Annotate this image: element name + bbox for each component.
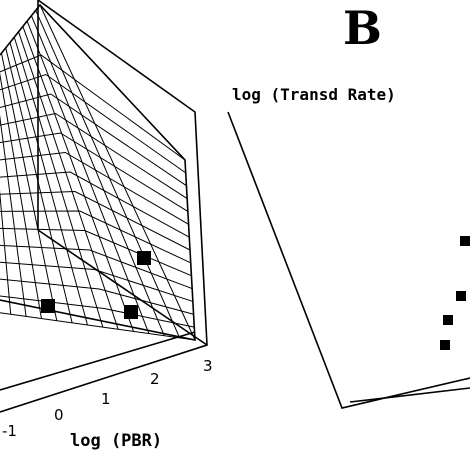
mesh-line bbox=[0, 132, 189, 212]
mesh-line bbox=[18, 31, 119, 330]
mesh-line bbox=[0, 244, 193, 290]
data-point bbox=[443, 315, 453, 325]
data-point bbox=[137, 251, 151, 265]
mesh-line bbox=[0, 114, 27, 317]
mesh-line bbox=[0, 210, 191, 264]
mesh-line bbox=[0, 295, 195, 328]
mesh-line bbox=[39, 4, 196, 341]
mesh-line bbox=[0, 190, 191, 251]
mesh-line bbox=[0, 54, 186, 161]
x-axis-label: log (PBR) bbox=[70, 431, 162, 451]
tick-label: 0 bbox=[54, 406, 64, 424]
panel-letter: B bbox=[343, 1, 382, 55]
box-back-edge bbox=[0, 0, 208, 413]
mesh-line bbox=[0, 278, 194, 315]
surface-mesh bbox=[0, 4, 196, 341]
mesh-line bbox=[0, 53, 58, 321]
mesh-line bbox=[0, 151, 189, 225]
data-point bbox=[460, 236, 470, 246]
tick-label: -1 bbox=[2, 422, 17, 440]
data-point bbox=[440, 340, 450, 350]
mesh-line bbox=[0, 93, 187, 187]
tick-label: 1 bbox=[101, 390, 111, 408]
mesh-line bbox=[9, 42, 88, 326]
mesh-line bbox=[22, 26, 135, 332]
mesh-line bbox=[0, 73, 187, 174]
z-axis-label: log (Transd Rate) bbox=[232, 85, 396, 104]
mesh-line bbox=[0, 261, 194, 302]
box-edge-outline bbox=[227, 111, 470, 409]
data-point bbox=[456, 291, 466, 301]
data-point bbox=[124, 305, 138, 319]
tick-label: 3 bbox=[203, 357, 213, 375]
right-panel-3d-plot: B log (Transd Rate) bbox=[227, 1, 470, 409]
mesh-line bbox=[35, 10, 181, 339]
mesh-line bbox=[0, 190, 12, 315]
tick-label: 2 bbox=[150, 370, 160, 388]
mesh-line bbox=[13, 36, 104, 328]
mesh-line bbox=[26, 20, 150, 334]
mesh-line bbox=[0, 227, 192, 277]
mesh-line bbox=[0, 312, 196, 341]
mesh-line bbox=[30, 15, 165, 336]
mesh-line bbox=[0, 112, 188, 199]
mesh-line bbox=[5, 47, 73, 323]
data-point bbox=[41, 299, 55, 313]
mesh-line bbox=[0, 72, 42, 319]
box-floor-front-edge bbox=[0, 331, 196, 391]
box-floor-edge bbox=[349, 387, 470, 403]
left-panel-3d-plot: 3 2 1 0 -1 log (PBR) bbox=[0, 0, 213, 451]
mesh-line bbox=[0, 171, 190, 238]
surface-outline bbox=[0, 3, 196, 341]
